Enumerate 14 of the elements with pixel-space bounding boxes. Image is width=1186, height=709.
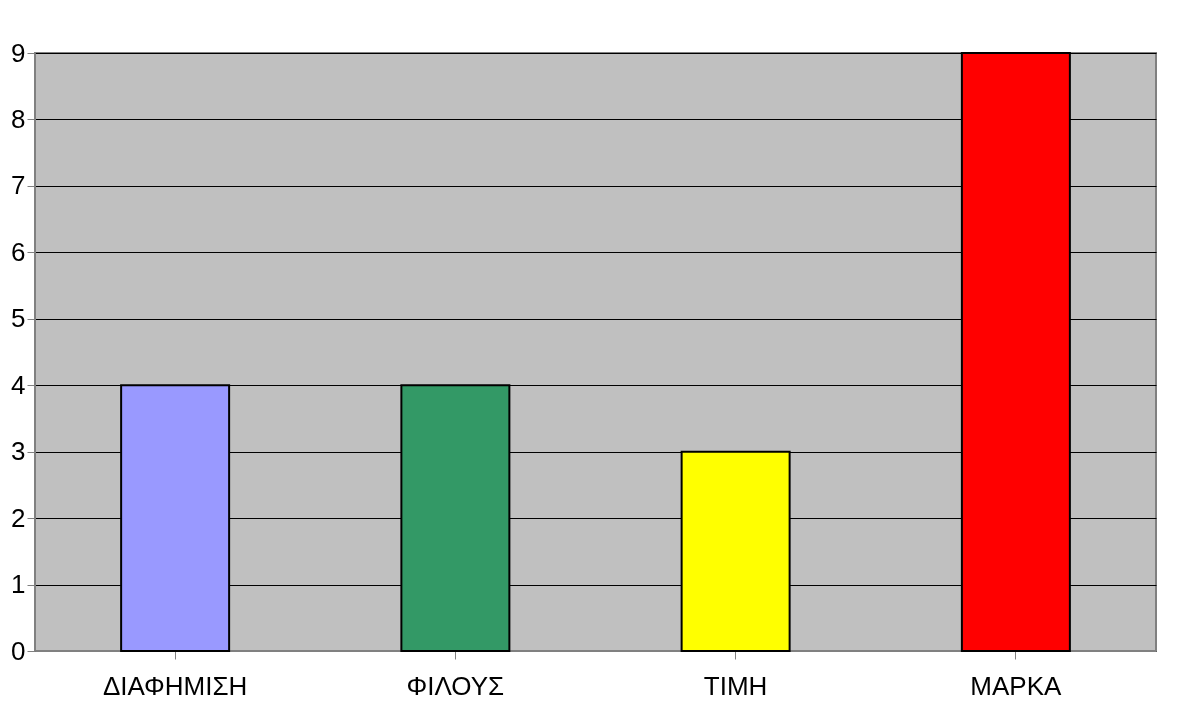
x-tick-label: ΜΑΡΚΑ <box>970 670 1063 701</box>
y-tick-label: 8 <box>11 103 26 134</box>
y-tick-label: 9 <box>11 37 26 68</box>
y-tick-label: 5 <box>11 303 26 334</box>
y-tick-label: 0 <box>11 635 26 666</box>
y-tick-label: 3 <box>11 436 26 467</box>
y-tick-label: 2 <box>11 502 26 533</box>
x-tick-label: ΦΙΛΟΥΣ <box>406 670 505 701</box>
x-tick-label: ΤΙΜΗ <box>703 670 768 701</box>
y-tick-label: 1 <box>11 569 26 600</box>
y-tick-label: 4 <box>11 369 26 400</box>
x-tick-label: ΔΙΑΦΗΜΙΣΗ <box>102 670 248 701</box>
y-tick-label: 7 <box>11 170 26 201</box>
y-tick-label: 6 <box>11 236 26 267</box>
